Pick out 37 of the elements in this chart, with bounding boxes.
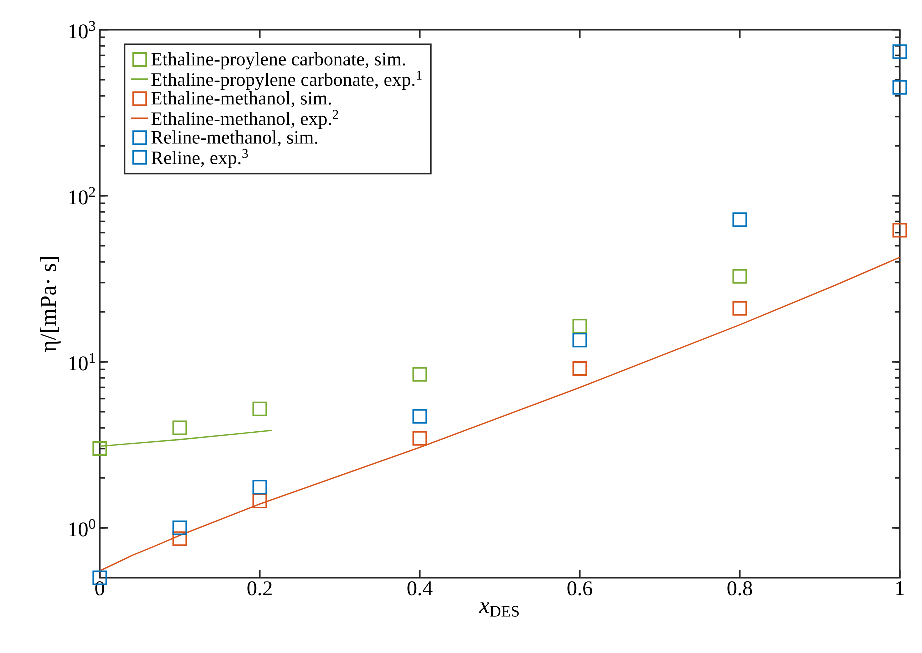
- line-series: [99, 256, 901, 572]
- y-tick-label: 10$^{3}$: [70, 21, 96, 39]
- point: [892, 223, 908, 238]
- x-tick-label: 0.2: [248, 582, 272, 596]
- point: [412, 367, 428, 382]
- point: [92, 442, 108, 456]
- point: [252, 402, 268, 416]
- legend-label: Ethaline-methanol, sim.: [152, 92, 332, 108]
- point: [892, 44, 908, 60]
- legend-label: Ethaline-proylene carbonate, sim.: [152, 52, 406, 70]
- x-tick-label: 0.8: [728, 582, 752, 596]
- y-tick-label: 10$^{1}$: [70, 353, 96, 371]
- point: [572, 333, 588, 348]
- point: [252, 494, 268, 509]
- point: [172, 520, 188, 536]
- x-axis-title: x$_{DES}$: [479, 602, 519, 617]
- legend-label: Reline, exp.$^{3}$: [152, 149, 248, 168]
- y-tick-label: 10$^{2}$: [70, 187, 96, 205]
- point: [412, 409, 428, 424]
- point: [412, 431, 428, 446]
- point: [892, 80, 908, 95]
- point: [572, 362, 588, 376]
- point: [572, 319, 588, 334]
- point: [172, 532, 188, 546]
- point: [252, 480, 268, 495]
- legend-label: Ethaline-methanol, exp.$^{2}$: [152, 110, 338, 130]
- point: [732, 269, 748, 284]
- point: [732, 212, 748, 228]
- y-tick-label: 10$^{0}$: [70, 519, 96, 537]
- y-axis-title: η/[mPa· s]: [40, 257, 61, 352]
- legend-label: Reline-methanol, sim.: [152, 130, 318, 147]
- x-tick-label: 0.4: [408, 582, 433, 596]
- x-tick-label: 1: [896, 582, 904, 596]
- legend-label: Ethaline-propylene carbonate, exp.$^{1}$: [152, 71, 422, 90]
- point: [172, 420, 188, 436]
- x-tick-label: 0.6: [568, 582, 592, 596]
- point: [732, 301, 748, 316]
